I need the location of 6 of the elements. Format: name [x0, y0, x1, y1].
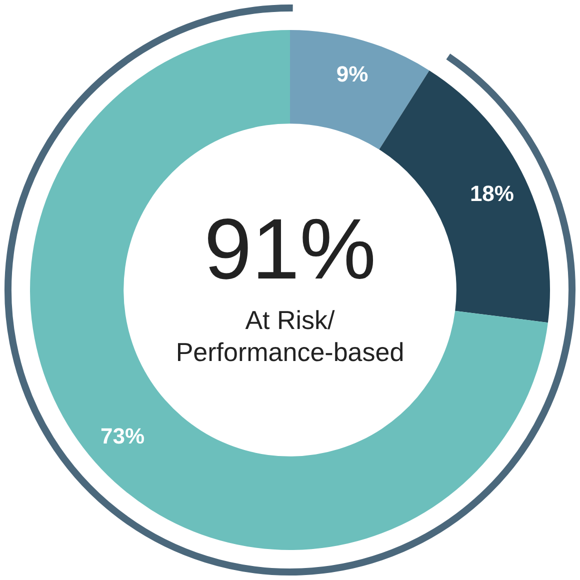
text: 91%	[204, 202, 376, 298]
data-label: 18%	[470, 181, 514, 206]
data-label: 73%	[100, 424, 145, 449]
text: Performance-based	[176, 337, 404, 368]
text: At Risk/	[245, 305, 336, 336]
data-label: 9%	[336, 62, 368, 87]
